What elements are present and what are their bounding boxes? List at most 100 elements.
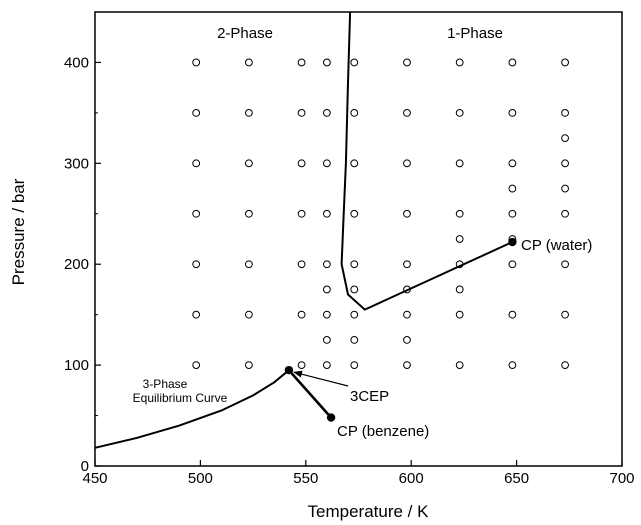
three-phase-label-line2: Equilibrium Curve [133,391,228,405]
measurement-point [403,260,411,269]
measurement-point [403,361,411,370]
y-tick-label: 300 [64,155,89,172]
measurement-point [244,361,253,370]
measurement-point [403,209,411,218]
x-tick-label: 550 [293,470,318,487]
plot-frame [94,11,623,467]
measurement-point [244,159,253,168]
measurement-point [350,209,359,218]
measurement-point [192,209,201,218]
measurement-point [322,159,331,168]
y-tick-label: 200 [64,256,89,273]
measurement-point [297,361,306,370]
measurement-point [508,58,517,67]
three-cep-label: 3CEP [350,388,389,405]
measurement-point [561,184,569,193]
x-tick-label: 650 [504,470,529,487]
measurement-point [350,159,359,168]
measurement-point [508,108,517,117]
measurement-point [192,108,201,117]
region-label-2-phase: 2-Phase [217,25,273,42]
measurement-point [403,335,411,344]
measurement-point [455,285,464,294]
measurement-point [403,310,411,319]
measurement-point [350,361,359,370]
measurement-point [508,184,517,193]
y-tick-label: 0 [81,458,89,475]
measurement-point [192,58,201,67]
y-tick-label: 400 [64,54,89,71]
measurement-point [244,108,253,117]
region-label-1-phase: 1-Phase [447,25,503,42]
y-axis-label: Pressure / bar [9,178,28,285]
cp-benzene-point [326,413,336,422]
measurement-point [455,361,464,370]
measurement-point [561,310,569,319]
cp-benzene-label: CP (benzene) [337,423,429,440]
measurement-point [508,310,517,319]
measurement-point [350,58,359,67]
measurement-point [297,260,306,269]
measurement-point [455,235,464,243]
measurement-point [297,58,306,67]
measurement-point [244,58,253,67]
x-axis-label: Temperature / K [308,502,430,521]
measurement-point [561,209,569,218]
benzene-critical-line [287,369,333,419]
x-tick-label: 700 [609,470,634,487]
measurement-point [455,58,464,67]
measurement-point [322,361,331,370]
measurement-point [192,361,201,370]
measurement-point [322,335,331,344]
measurement-point [403,108,411,117]
measurement-point [561,361,569,370]
x-tick-label: 600 [399,470,424,487]
measurement-point [297,159,306,168]
measurement-point [403,58,411,67]
measurement-point [350,335,359,344]
measurement-point [350,310,359,319]
measurement-point [192,310,201,319]
measurement-point [322,310,331,319]
measurement-point [350,260,359,269]
measurement-point [350,285,359,294]
measurement-point [561,134,569,143]
y-tick-label: 100 [64,357,89,374]
x-tick-label: 450 [82,470,107,487]
measurement-point [455,159,464,168]
measurement-point [244,209,253,218]
measurement-point [297,209,306,218]
measurement-point [297,108,306,117]
measurement-point [322,260,331,269]
measurement-point [322,108,331,117]
measurement-point [297,310,306,319]
measurement-point [192,159,201,168]
measurement-point [192,260,201,269]
three-cep-point [284,365,294,375]
measurement-point [561,260,569,269]
measurement-point [561,58,569,67]
measurement-point [455,310,464,319]
x-tick-label: 500 [188,470,213,487]
measurement-point [508,260,517,269]
measurement-point [455,108,464,117]
measurement-point [244,310,253,319]
measurement-point [455,209,464,218]
three-cep-arrow [292,370,349,387]
phase-boundary-curve [340,11,513,311]
measurement-point [244,260,253,269]
measurement-point [561,159,569,168]
cp-water-point [508,237,517,247]
measurement-point [508,209,517,218]
three-phase-label-line1: 3-Phase [143,377,188,391]
three-phase-equilibrium-curve [94,369,290,449]
measurement-point [508,159,517,168]
measurement-point [350,108,359,117]
measurement-point [508,361,517,370]
measurement-point [403,159,411,168]
cp-water-label: CP (water) [521,237,592,254]
measurement-point [322,58,331,67]
measurement-point [561,108,569,117]
measurement-point [322,285,331,294]
